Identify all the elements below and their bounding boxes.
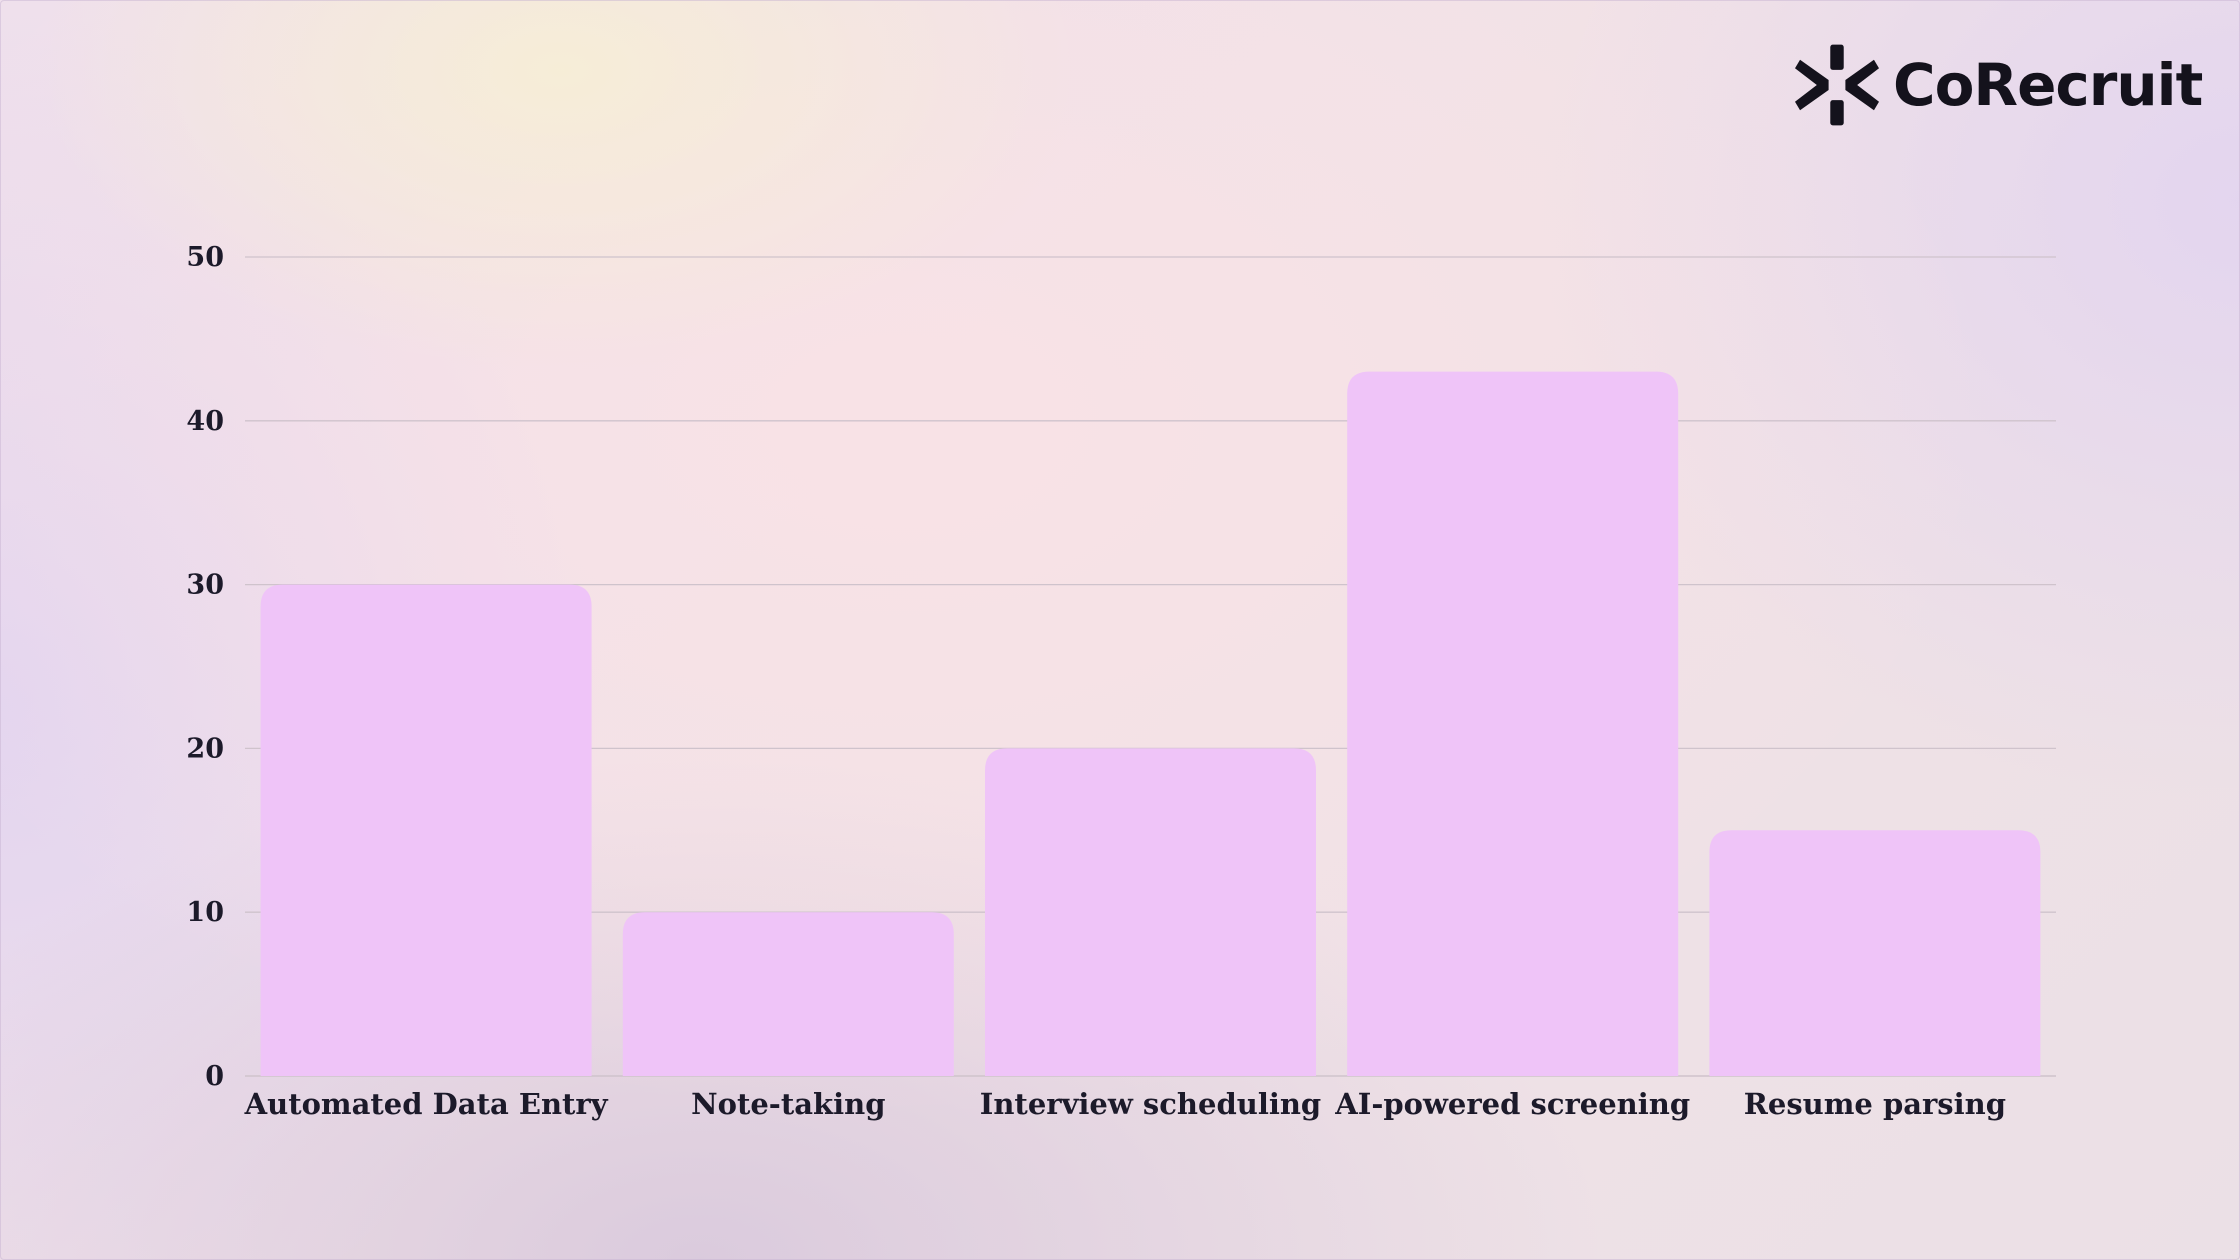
brand-name: CoRecruit: [1893, 51, 2203, 119]
x-category-label: Resume parsing: [1744, 1087, 2006, 1121]
y-tick-label: 10: [186, 897, 224, 928]
y-tick-label: 0: [205, 1061, 224, 1092]
bar-ai-powered-screening: [1347, 371, 1679, 1076]
x-axis-labels: Automated Data Entry Note-taking Interview…: [244, 1087, 2006, 1121]
y-axis-ticks: 0 10 20 30 40 50: [186, 242, 224, 1092]
y-tick-label: 40: [186, 406, 224, 437]
bar-interview-scheduling: [985, 748, 1316, 1076]
y-tick-label: 30: [186, 570, 224, 601]
brand-logo: CoRecruit: [1795, 40, 2203, 130]
bars: [260, 371, 2041, 1076]
bar-note-taking: [622, 912, 954, 1076]
y-tick-label: 50: [186, 242, 224, 273]
x-category-label: Interview scheduling: [980, 1087, 1321, 1121]
bar-resume-parsing: [1709, 830, 2041, 1076]
asterisk-burst-icon: [1795, 44, 1879, 126]
x-category-label: Automated Data Entry: [244, 1087, 609, 1121]
x-category-label: Note-taking: [691, 1087, 885, 1121]
x-category-label: AI-powered screening: [1334, 1087, 1690, 1121]
y-tick-label: 20: [186, 733, 224, 764]
bar-automated-data-entry: [260, 584, 592, 1076]
